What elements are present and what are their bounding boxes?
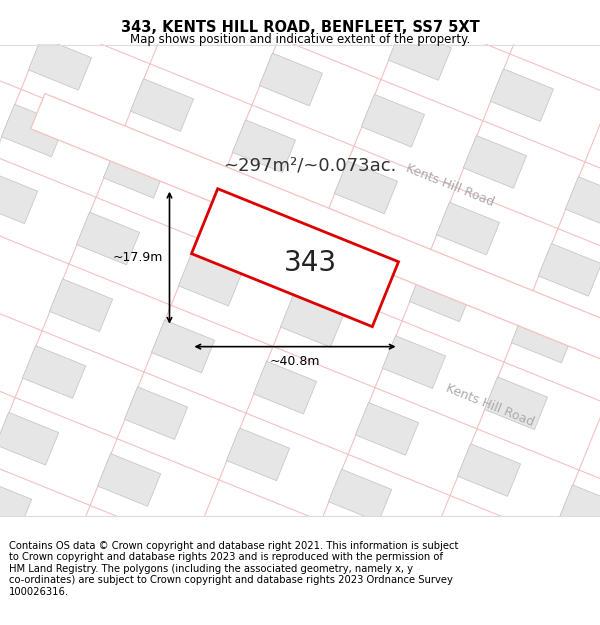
- Polygon shape: [49, 279, 113, 332]
- Polygon shape: [259, 53, 323, 106]
- Text: Kents Hill Road: Kents Hill Road: [444, 382, 536, 429]
- Polygon shape: [0, 479, 32, 532]
- Polygon shape: [28, 38, 92, 90]
- Polygon shape: [307, 228, 371, 281]
- Polygon shape: [484, 377, 548, 429]
- Polygon shape: [76, 212, 140, 265]
- Polygon shape: [226, 428, 290, 481]
- Text: 343: 343: [283, 249, 337, 277]
- Polygon shape: [559, 485, 600, 538]
- Polygon shape: [436, 202, 500, 255]
- Polygon shape: [1, 104, 65, 157]
- Polygon shape: [334, 161, 398, 214]
- Polygon shape: [178, 253, 242, 306]
- Polygon shape: [565, 177, 600, 229]
- Text: ~40.8m: ~40.8m: [270, 354, 320, 367]
- Polygon shape: [191, 189, 398, 327]
- Text: ~297m²/~0.073ac.: ~297m²/~0.073ac.: [223, 157, 397, 175]
- Polygon shape: [511, 310, 575, 363]
- Polygon shape: [97, 454, 161, 506]
- Polygon shape: [463, 136, 526, 188]
- Polygon shape: [361, 94, 424, 147]
- Text: Map shows position and indicative extent of the property.: Map shows position and indicative extent…: [130, 32, 470, 46]
- Polygon shape: [0, 412, 59, 465]
- Polygon shape: [253, 361, 317, 414]
- Polygon shape: [232, 120, 296, 172]
- Text: Kents Hill Road: Kents Hill Road: [404, 162, 496, 209]
- Polygon shape: [151, 320, 215, 372]
- Text: Contains OS data © Crown copyright and database right 2021. This information is : Contains OS data © Crown copyright and d…: [9, 541, 458, 597]
- Text: 343, KENTS HILL ROAD, BENFLEET, SS7 5XT: 343, KENTS HILL ROAD, BENFLEET, SS7 5XT: [121, 20, 479, 35]
- Text: ~17.9m: ~17.9m: [113, 251, 163, 264]
- Polygon shape: [388, 28, 451, 80]
- Polygon shape: [0, 171, 38, 224]
- Polygon shape: [280, 294, 344, 348]
- Polygon shape: [205, 187, 269, 239]
- Polygon shape: [103, 146, 167, 198]
- Polygon shape: [130, 79, 194, 131]
- Polygon shape: [31, 94, 600, 466]
- Polygon shape: [538, 244, 600, 296]
- Polygon shape: [124, 387, 188, 439]
- Polygon shape: [22, 346, 86, 398]
- Polygon shape: [382, 336, 446, 388]
- Polygon shape: [409, 269, 473, 322]
- Polygon shape: [355, 402, 419, 455]
- Polygon shape: [490, 69, 553, 121]
- Polygon shape: [328, 469, 392, 522]
- Polygon shape: [457, 444, 521, 496]
